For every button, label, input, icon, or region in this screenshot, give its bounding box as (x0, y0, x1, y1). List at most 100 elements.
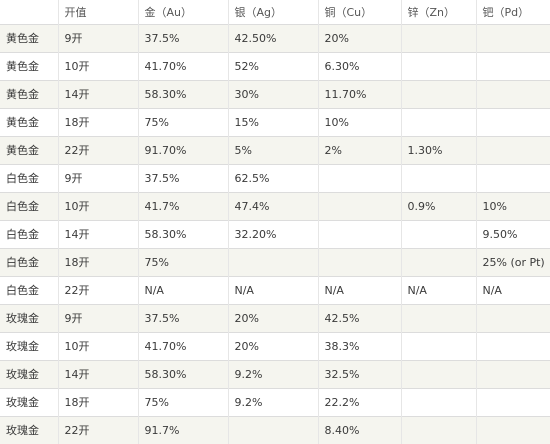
gold-color-cell: 黄色金 (0, 52, 59, 80)
karat-cell: 22开 (58, 136, 139, 164)
pd-cell (476, 416, 550, 444)
pd-cell (476, 24, 550, 52)
table-body: 黄色金 9开 37.5% 42.50% 20% 黄色金 10开 41.70% 52% 6.30% 黄… (0, 24, 550, 444)
table-row: 白色金 10开 41.7% 47.4% 0.9% 10% (0, 192, 550, 220)
cu-cell: 2% (318, 136, 402, 164)
gold-color-cell: 白色金 (0, 248, 59, 276)
cu-cell: 20% (318, 24, 402, 52)
zn-cell (401, 164, 477, 192)
header-cell-cu: 铜（Cu） (318, 0, 402, 24)
header-cell-ag: 银（Ag） (228, 0, 319, 24)
au-cell: 41.70% (138, 52, 229, 80)
table-row: 白色金 18开 75% 25% (or Pt) (0, 248, 550, 276)
pd-cell: 10% (482, 199, 507, 213)
ag-cell: 5% (228, 136, 319, 164)
zn-cell (401, 220, 477, 248)
gold-color-cell: 黄色金 (0, 80, 59, 108)
ag-cell: 30% (228, 80, 319, 108)
zn-cell: 0.9% (401, 192, 477, 220)
cu-cell (318, 192, 402, 220)
header-cell-zn: 锌（Zn） (401, 0, 477, 24)
gold-color-cell: 黄色金 (0, 24, 59, 52)
header-cell-au: 金（Au） (138, 0, 229, 24)
header-cell-gold-color (0, 0, 59, 24)
table-row: 白色金 9开 37.5% 62.5% (0, 164, 550, 192)
au-cell: 58.30% (138, 80, 229, 108)
cu-cell: 11.70% (318, 80, 402, 108)
zn-cell (401, 248, 477, 276)
table-row: 黄色金 10开 41.70% 52% 6.30% (0, 52, 550, 80)
zn-cell (401, 80, 477, 108)
table-row: 黄色金 14开 58.30% 30% 11.70% (0, 80, 550, 108)
header-row: 开值 金（Au） 银（Ag） 铜（Cu） 锌（Zn） 钯（Pd） (0, 0, 550, 24)
karat-cell: 9开 (58, 304, 139, 332)
ag-cell (228, 416, 319, 444)
cu-cell: 8.40% (318, 416, 402, 444)
au-cell: 75% (138, 248, 229, 276)
zn-cell (401, 52, 477, 80)
au-cell: 37.5% (138, 304, 229, 332)
karat-cell: 10开 (58, 332, 139, 360)
table-row: 黄色金 22开 91.70% 5% 2% 1.30% (0, 136, 550, 164)
au-cell: 91.7% (138, 416, 229, 444)
karat-cell: 22开 (58, 416, 139, 444)
au-cell: 37.5% (138, 24, 229, 52)
gold-color-cell: 黄色金 (0, 136, 59, 164)
pd-cell (476, 80, 550, 108)
header-cell-karat: 开值 (58, 0, 139, 24)
cu-cell: 38.3% (318, 332, 402, 360)
cu-cell: N/A (318, 276, 402, 304)
au-cell: 37.5% (138, 164, 229, 192)
pd-cell (476, 52, 550, 80)
au-cell: 41.70% (138, 332, 229, 360)
ag-cell: 52% (228, 52, 319, 80)
zn-cell: 1.30% (401, 136, 477, 164)
table-row: 玫瑰金 9开 37.5% 20% 42.5% (0, 304, 550, 332)
pd-cell: N/A (482, 283, 502, 297)
table-row: 黄色金 18开 75% 15% 10% (0, 108, 550, 136)
karat-cell: 22开 (58, 276, 139, 304)
pd-cell (476, 108, 550, 136)
karat-cell: 14开 (58, 80, 139, 108)
au-cell: 58.30% (138, 220, 229, 248)
gold-color-cell: 白色金 (0, 220, 59, 248)
cu-cell (318, 248, 402, 276)
zn-cell (401, 332, 477, 360)
pd-cell (476, 388, 550, 416)
karat-cell: 10开 (58, 52, 139, 80)
ag-cell: N/A (228, 276, 319, 304)
header-cell-pd: 钯（Pd） (482, 6, 530, 20)
ag-cell: 62.5% (228, 164, 319, 192)
table-header: 开值 金（Au） 银（Ag） 铜（Cu） 锌（Zn） 钯（Pd） (0, 0, 550, 24)
zn-cell (401, 416, 477, 444)
gold-color-cell: 白色金 (0, 164, 59, 192)
gold-color-cell: 白色金 (0, 192, 59, 220)
ag-cell (228, 248, 319, 276)
karat-cell: 10开 (58, 192, 139, 220)
table-row: 黄色金 9开 37.5% 42.50% 20% (0, 24, 550, 52)
zn-cell (401, 360, 477, 388)
pd-cell (476, 304, 550, 332)
ag-cell: 9.2% (228, 360, 319, 388)
au-cell: 58.30% (138, 360, 229, 388)
table-row: 玫瑰金 10开 41.70% 20% 38.3% (0, 332, 550, 360)
karat-cell: 18开 (58, 108, 139, 136)
zn-cell (401, 304, 477, 332)
gold-color-cell: 黄色金 (0, 108, 59, 136)
cu-cell (318, 164, 402, 192)
gold-color-cell: 玫瑰金 (0, 388, 59, 416)
ag-cell: 42.50% (228, 24, 319, 52)
au-cell: 75% (138, 388, 229, 416)
zn-cell: N/A (401, 276, 477, 304)
ag-cell: 20% (228, 304, 319, 332)
au-cell: 41.7% (138, 192, 229, 220)
pd-cell (476, 164, 550, 192)
au-cell: 75% (138, 108, 229, 136)
table-row: 玫瑰金 22开 91.7% 8.40% (0, 416, 550, 444)
zn-cell (401, 388, 477, 416)
ag-cell: 9.2% (228, 388, 319, 416)
pd-cell (476, 332, 550, 360)
table-row: 白色金 22开 N/A N/A N/A N/A N/A (0, 276, 550, 304)
au-cell: N/A (138, 276, 229, 304)
table-row: 白色金 14开 58.30% 32.20% 9.50% (0, 220, 550, 248)
